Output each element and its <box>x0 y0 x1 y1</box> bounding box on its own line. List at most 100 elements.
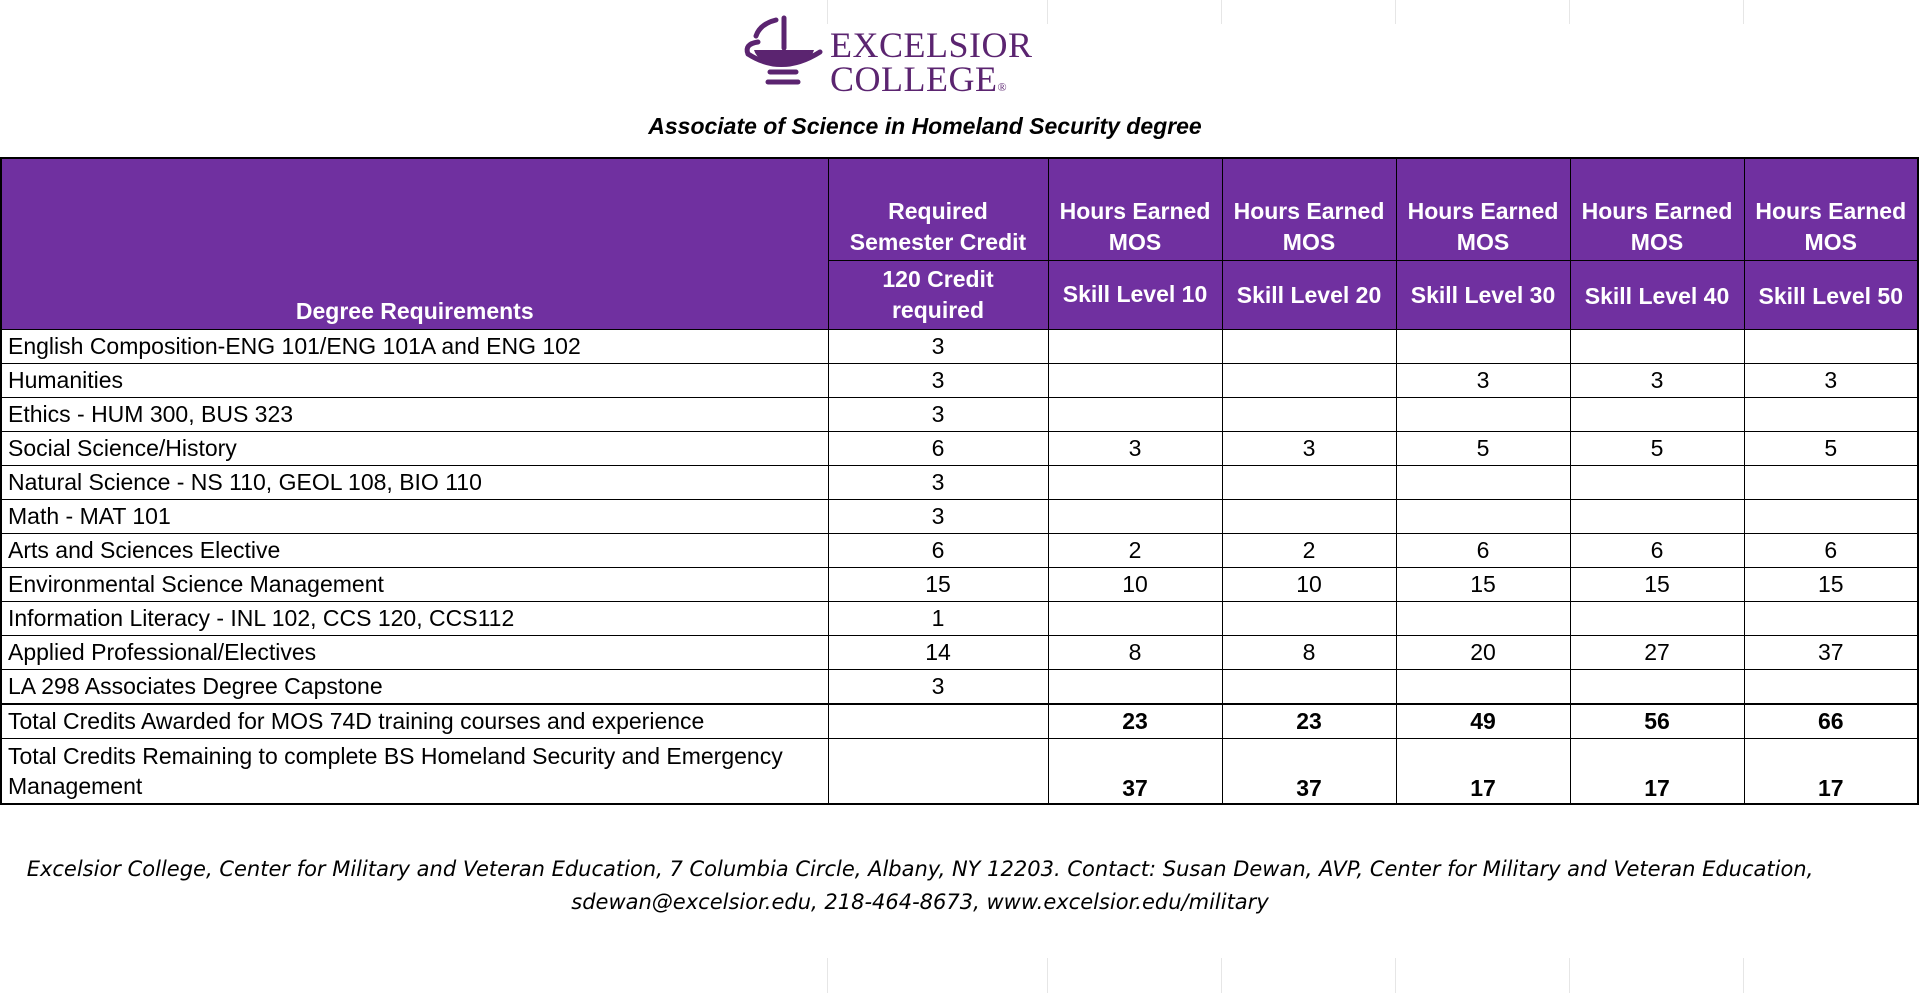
contact-footer: Excelsior College, Center for Military a… <box>0 853 1840 919</box>
required-credit: 14 <box>827 635 1049 670</box>
header-skill-level-50: Skill Level 50 <box>1743 260 1919 330</box>
skill-10-value <box>1047 669 1223 705</box>
skill-30-value <box>1395 397 1571 432</box>
row-label: Natural Science - NS 110, GEOL 108, BIO … <box>0 465 829 500</box>
table-header-row: Degree Requirements Required Semester Cr… <box>0 157 1919 330</box>
skill-40-value: 6 <box>1569 533 1745 568</box>
footer-contact-line: sdewan@excelsior.edu, 218-464-8673, www.… <box>571 890 1269 914</box>
row-label: LA 298 Associates Degree Capstone <box>0 669 829 705</box>
row-label: Ethics - HUM 300, BUS 323 <box>0 397 829 432</box>
table-row: Environmental Science Management 15 10 1… <box>0 567 1919 602</box>
table-row: Ethics - HUM 300, BUS 323 3 <box>0 397 1919 432</box>
skill-30-value: 5 <box>1395 431 1571 466</box>
required-credit: 3 <box>827 329 1049 364</box>
total-awarded-required <box>827 703 1049 739</box>
required-credit: 1 <box>827 601 1049 636</box>
skill-30-value: 6 <box>1395 533 1571 568</box>
row-label: Math - MAT 101 <box>0 499 829 534</box>
skill-50-value <box>1743 669 1919 705</box>
total-remaining-40: 17 <box>1569 738 1745 805</box>
skill-40-value <box>1569 397 1745 432</box>
required-credit: 3 <box>827 397 1049 432</box>
skill-10-value: 10 <box>1047 567 1223 602</box>
table-row: Math - MAT 101 3 <box>0 499 1919 534</box>
footer-address-line: Excelsior College, Center for Military a… <box>26 857 1814 881</box>
skill-40-value: 15 <box>1569 567 1745 602</box>
required-credit: 6 <box>827 533 1049 568</box>
skill-50-value: 15 <box>1743 567 1919 602</box>
skill-50-value: 3 <box>1743 363 1919 398</box>
total-awarded-label: Total Credits Awarded for MOS 74D traini… <box>0 703 829 739</box>
skill-30-value <box>1395 499 1571 534</box>
total-remaining-20: 37 <box>1221 738 1397 805</box>
skill-40-value <box>1569 499 1745 534</box>
skill-50-value <box>1743 397 1919 432</box>
skill-20-value <box>1221 669 1397 705</box>
header-hours-earned-40: Hours Earned MOS <box>1569 157 1745 261</box>
skill-10-value <box>1047 601 1223 636</box>
excelsior-college-logo: EXCELSIOR COLLEGE® <box>740 14 1070 97</box>
skill-40-value: 27 <box>1569 635 1745 670</box>
total-awarded-50: 66 <box>1743 703 1919 739</box>
skill-20-value: 2 <box>1221 533 1397 568</box>
skill-50-value <box>1743 601 1919 636</box>
header-skill-level-30: Skill Level 30 <box>1395 260 1571 330</box>
skill-20-value: 3 <box>1221 431 1397 466</box>
logo-line-1: EXCELSIOR <box>830 25 1033 65</box>
skill-50-value: 6 <box>1743 533 1919 568</box>
required-credit: 3 <box>827 669 1049 705</box>
lamp-emblem-icon <box>744 15 823 85</box>
total-remaining-10: 37 <box>1047 738 1223 805</box>
total-awarded-40: 56 <box>1569 703 1745 739</box>
table-row: Arts and Sciences Elective 6 2 2 6 6 6 <box>0 533 1919 568</box>
row-label: Applied Professional/Electives <box>0 635 829 670</box>
skill-40-value <box>1569 465 1745 500</box>
table-row: Applied Professional/Electives 14 8 8 20… <box>0 635 1919 670</box>
skill-50-value <box>1743 499 1919 534</box>
skill-20-value: 8 <box>1221 635 1397 670</box>
table-row: English Composition-ENG 101/ENG 101A and… <box>0 329 1919 364</box>
skill-20-value <box>1221 329 1397 364</box>
skill-40-value: 3 <box>1569 363 1745 398</box>
header-degree-requirements: Degree Requirements <box>0 157 829 330</box>
header-skill-level-40: Skill Level 40 <box>1569 260 1745 330</box>
skill-50-value <box>1743 329 1919 364</box>
skill-10-value: 8 <box>1047 635 1223 670</box>
skill-40-value <box>1569 329 1745 364</box>
total-remaining-30: 17 <box>1395 738 1571 805</box>
header-skill-level-10: Skill Level 10 <box>1047 260 1223 330</box>
required-credit: 3 <box>827 363 1049 398</box>
skill-10-value <box>1047 329 1223 364</box>
logo-line-2: COLLEGE® <box>830 59 1008 99</box>
degree-requirements-table: Degree Requirements Required Semester Cr… <box>0 157 1919 805</box>
skill-40-value <box>1569 669 1745 705</box>
required-credit: 6 <box>827 431 1049 466</box>
skill-30-value: 3 <box>1395 363 1571 398</box>
skill-30-value <box>1395 601 1571 636</box>
registered-mark: ® <box>997 80 1008 94</box>
header-required-credit: Required Semester Credit <box>827 157 1049 261</box>
skill-30-value <box>1395 329 1571 364</box>
skill-10-value <box>1047 397 1223 432</box>
skill-10-value: 3 <box>1047 431 1223 466</box>
required-credit: 15 <box>827 567 1049 602</box>
header-hours-earned-20: Hours Earned MOS <box>1221 157 1397 261</box>
row-label: Humanities <box>0 363 829 398</box>
skill-30-value <box>1395 669 1571 705</box>
skill-50-value: 5 <box>1743 431 1919 466</box>
row-label: Arts and Sciences Elective <box>0 533 829 568</box>
skill-40-value <box>1569 601 1745 636</box>
skill-10-value <box>1047 363 1223 398</box>
total-awarded-20: 23 <box>1221 703 1397 739</box>
required-credit: 3 <box>827 499 1049 534</box>
row-label: Information Literacy - INL 102, CCS 120,… <box>0 601 829 636</box>
header-hours-earned-50: Hours Earned MOS <box>1743 157 1919 261</box>
total-remaining-required <box>827 738 1049 805</box>
skill-40-value: 5 <box>1569 431 1745 466</box>
skill-20-value <box>1221 363 1397 398</box>
spreadsheet-gridlines-top <box>0 0 1920 24</box>
skill-30-value: 15 <box>1395 567 1571 602</box>
header-hours-earned-30: Hours Earned MOS <box>1395 157 1571 261</box>
skill-50-value <box>1743 465 1919 500</box>
skill-20-value <box>1221 397 1397 432</box>
